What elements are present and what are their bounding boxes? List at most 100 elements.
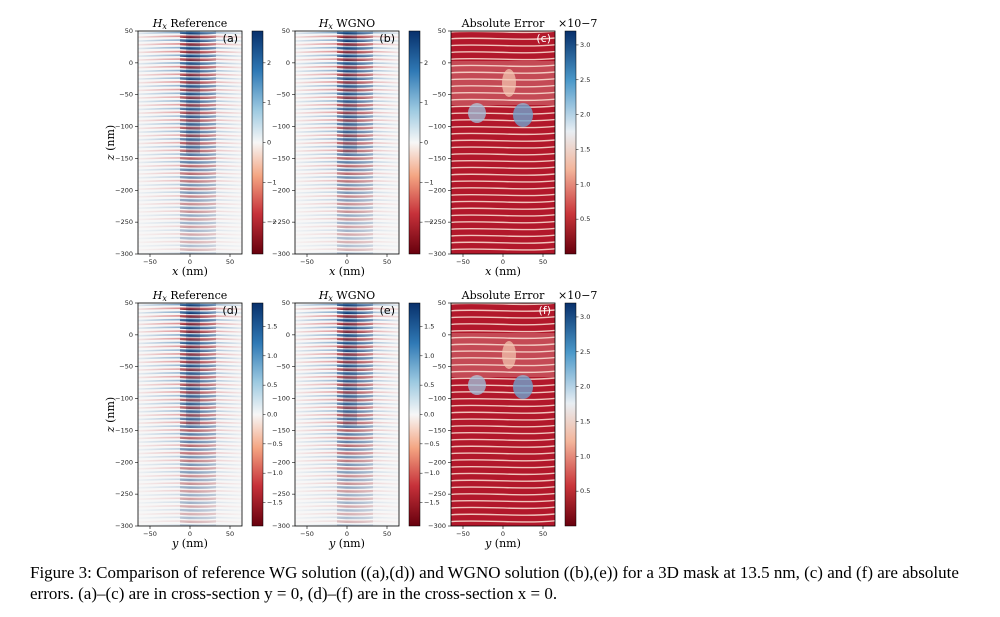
- y-tick-label: −150: [115, 154, 133, 162]
- panel-letter-f: (f): [539, 304, 551, 317]
- colorbar-tick-label: 2: [267, 59, 271, 67]
- colorbar-tick-label: −2: [267, 218, 277, 226]
- y-tick-label: 0: [129, 331, 133, 339]
- panel-letter-e: (e): [380, 304, 395, 317]
- colorbar-tick-label: 1.0: [580, 180, 590, 188]
- y-tick-label: −200: [272, 458, 290, 466]
- y-tick-label: −300: [272, 522, 290, 530]
- colorbar-tick-label: 2: [424, 59, 428, 67]
- panel-d: Hx Reference(d) 50 0 −50 −100 −150 −200 −250 −30…: [104, 289, 283, 550]
- panel-letter-a: (a): [223, 32, 238, 45]
- x-tick-label: 50: [383, 258, 391, 266]
- x-tick-label: −50: [300, 258, 314, 266]
- y-tick-label: −300: [115, 250, 133, 258]
- heatmap-b: [295, 31, 399, 254]
- y-tick-label: −50: [276, 363, 290, 371]
- colorbar-tick-label: 0.0: [424, 411, 434, 419]
- panel-f: Absolute Error (f) 50 0 −50 −100 −150 −200 −250 −…: [428, 289, 597, 550]
- y-tick-label: −150: [272, 426, 290, 434]
- heatmap-d: [138, 303, 242, 526]
- heatmap-c: [451, 31, 555, 254]
- y-tick-label: −150: [428, 154, 446, 162]
- panel-title-e: Hx WGNO: [318, 289, 375, 303]
- colorbar-tick-label: 1: [267, 99, 271, 107]
- colorbar-tick-label: 2.0: [580, 111, 590, 119]
- panel-title-c: Absolute Error: [461, 17, 545, 30]
- y-tick-label: −250: [428, 490, 446, 498]
- panel-title-f: Absolute Error: [461, 289, 545, 302]
- colorbar-d: [251, 302, 264, 527]
- panel-title-a: Hx Reference: [152, 17, 228, 31]
- colorbar-tick-label: 1.0: [267, 352, 277, 360]
- colorbar-tick-label: −0.5: [424, 440, 440, 448]
- x-axis-label-f: y (nm): [484, 537, 521, 550]
- x-axis-label-a: x (nm): [172, 265, 208, 278]
- colorbar-tick-label: 1.5: [267, 322, 277, 330]
- colorbar-tick-label: 1.0: [424, 352, 434, 360]
- y-tick-label: −250: [428, 218, 446, 226]
- colorbar-tick-label: 1.5: [580, 417, 590, 425]
- figure-caption: Figure 3: Comparison of reference WG sol…: [30, 562, 980, 604]
- colorbar-b: [408, 30, 421, 255]
- x-tick-label: 0: [501, 258, 505, 266]
- panel-a: Hx Reference(a)500−50−100−150−200−250−30…: [104, 17, 277, 278]
- panel-c: Absolute Error (c) 50 0 −50 −100 −150 −200 −250 −…: [428, 17, 597, 278]
- y-tick-label: −100: [272, 123, 290, 131]
- panel-b: Hx WGNO(b)500−50−100−150−200−250−300−50 0…: [272, 17, 433, 278]
- y-tick-label: 50: [125, 299, 133, 307]
- y-axis-label-a: z (nm): [104, 125, 117, 161]
- x-tick-label: 50: [383, 530, 391, 538]
- y-tick-label: −300: [428, 522, 446, 530]
- colorbar-tick-label: 2.0: [580, 383, 590, 391]
- y-tick-label: −100: [115, 123, 133, 131]
- panel-title-b: Hx WGNO: [318, 17, 375, 31]
- colorbar-tick-label: 2.5: [580, 348, 590, 356]
- y-tick-label: −150: [272, 154, 290, 162]
- colorbar-tick-label: 1.5: [580, 145, 590, 153]
- colorbar-tick-label: −1: [424, 178, 434, 186]
- y-tick-label: 0: [286, 331, 290, 339]
- x-tick-label: 50: [539, 258, 547, 266]
- colorbar-tick-label: 0.0: [267, 411, 277, 419]
- colorbar-tick-label: −1.5: [424, 499, 440, 507]
- x-tick-label: 0: [345, 530, 349, 538]
- y-tick-label: −250: [115, 218, 133, 226]
- y-tick-label: −100: [272, 395, 290, 403]
- x-tick-label: 0: [188, 530, 192, 538]
- y-tick-label: −50: [432, 363, 446, 371]
- y-tick-label: −200: [115, 186, 133, 194]
- x-tick-label: −50: [456, 530, 470, 538]
- colorbar-tick-label: −0.5: [267, 440, 283, 448]
- x-tick-label: −50: [300, 530, 314, 538]
- x-tick-label: −50: [143, 258, 157, 266]
- y-tick-label: −250: [115, 490, 133, 498]
- panel-letter-b: (b): [379, 32, 395, 45]
- x-tick-label: 50: [226, 258, 234, 266]
- y-tick-label: 50: [282, 299, 290, 307]
- colorbar-f: [564, 302, 577, 527]
- colorbar-tick-label: −1.5: [267, 499, 283, 507]
- y-tick-label: 50: [125, 27, 133, 35]
- y-tick-label: −100: [115, 395, 133, 403]
- y-tick-label: −100: [428, 395, 446, 403]
- colorbar-c: [564, 30, 577, 255]
- x-axis-label-d: y (nm): [171, 537, 208, 550]
- y-tick-label: −250: [272, 490, 290, 498]
- y-tick-label: −200: [428, 186, 446, 194]
- y-tick-label: 0: [129, 59, 133, 67]
- colorbar-tick-label: −2: [424, 218, 434, 226]
- y-tick-label: 50: [438, 299, 446, 307]
- panel-letter-d: (d): [222, 304, 238, 317]
- y-tick-label: −300: [428, 250, 446, 258]
- x-tick-label: 0: [345, 258, 349, 266]
- x-axis-label-c: x (nm): [485, 265, 521, 278]
- x-tick-label: −50: [143, 530, 157, 538]
- y-tick-label: −250: [272, 218, 290, 226]
- y-tick-label: −50: [276, 91, 290, 99]
- x-tick-label: 0: [188, 258, 192, 266]
- x-tick-label: −50: [456, 258, 470, 266]
- colorbar-tick-label: 2.5: [580, 76, 590, 84]
- colorbar-a: [251, 30, 264, 255]
- y-tick-label: −50: [119, 363, 133, 371]
- colorbar-tick-label: 1: [424, 99, 428, 107]
